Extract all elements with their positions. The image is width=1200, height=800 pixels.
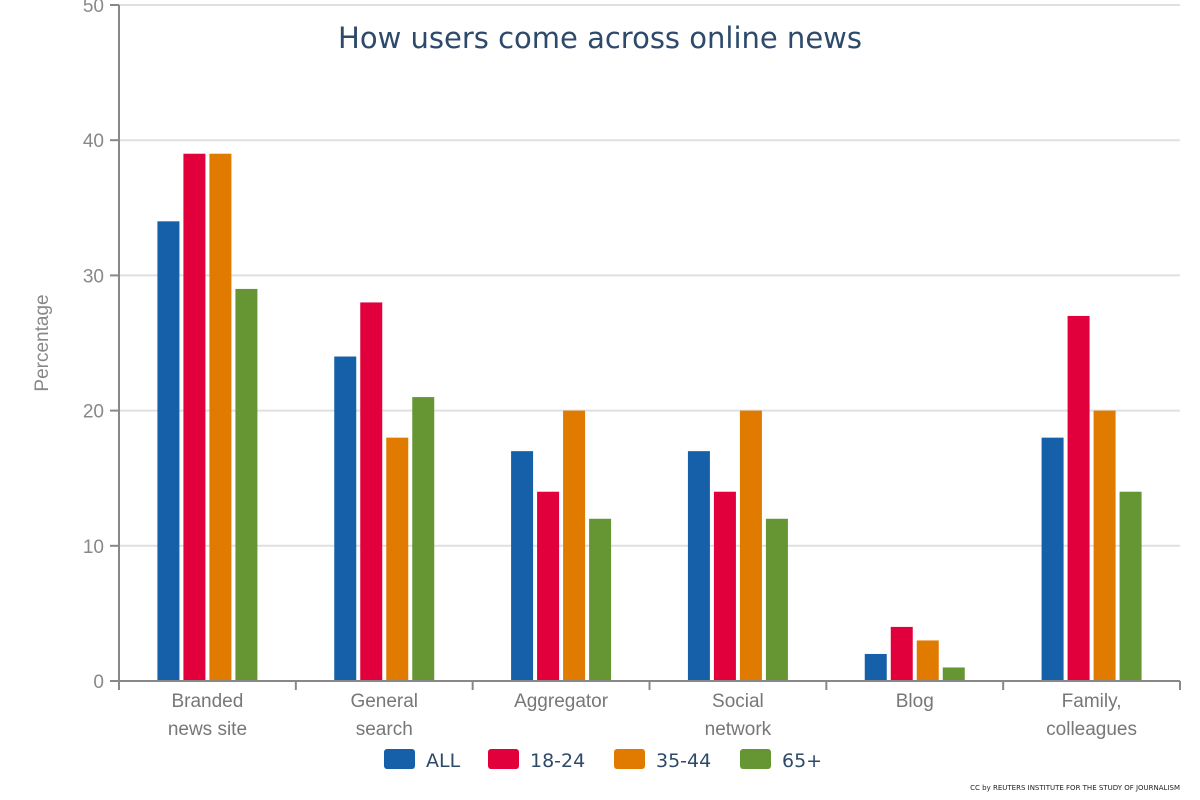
y-tick-label: 30 <box>83 266 104 287</box>
legend-swatch <box>488 749 519 769</box>
bar-18-24-3 <box>713 491 736 681</box>
bar-65+-3 <box>765 518 788 681</box>
x-tick-label: colleagues <box>1046 719 1137 740</box>
bar-18-24-2 <box>537 491 560 681</box>
bar-18-24-4 <box>890 626 913 681</box>
bar-65+-2 <box>589 518 612 681</box>
legend-label: 18-24 <box>530 750 585 772</box>
x-tick-label: news site <box>168 719 247 740</box>
bar-65+-5 <box>1119 491 1142 681</box>
bar-18-24-5 <box>1067 315 1090 681</box>
x-tick-label: Social <box>712 691 764 712</box>
bar-18-24-1 <box>360 302 383 681</box>
x-tick-label: Branded <box>171 691 243 712</box>
bar-35-44-2 <box>563 410 586 681</box>
y-tick-label: 0 <box>93 672 104 693</box>
y-tick-label: 10 <box>83 537 104 558</box>
bar-all-2 <box>511 451 534 681</box>
legend-label: 65+ <box>782 750 822 772</box>
bar-35-44-0 <box>209 153 232 682</box>
bar-35-44-3 <box>739 410 762 681</box>
x-tick-label: network <box>705 719 772 740</box>
bar-18-24-0 <box>183 153 206 682</box>
bar-all-1 <box>334 356 357 681</box>
legend-swatch <box>384 749 415 769</box>
bar-all-5 <box>1041 437 1064 681</box>
bar-65+-0 <box>235 288 258 681</box>
legend-swatch <box>740 749 771 769</box>
x-tick-label: General <box>350 691 418 712</box>
y-tick-label: 40 <box>83 131 104 152</box>
legend: ALL 18-24 35-44 65+ <box>384 749 822 772</box>
axes: 0 10 20 30 40 50 Branded news site General search… <box>83 0 1181 740</box>
bar-35-44-5 <box>1093 410 1116 681</box>
chart-title: How users come across online news <box>338 21 862 55</box>
legend-label: ALL <box>426 750 461 772</box>
legend-swatch <box>614 749 645 769</box>
bar-65+-4 <box>942 667 965 681</box>
bars <box>157 153 1142 682</box>
bar-all-3 <box>687 451 710 681</box>
y-tick-label: 50 <box>83 0 104 17</box>
credit-text: CC by REUTERS INSTITUTE FOR THE STUDY OF… <box>970 784 1180 792</box>
x-tick-label: Blog <box>896 691 934 712</box>
bar-all-4 <box>864 653 887 681</box>
y-tick-label: 20 <box>83 402 104 423</box>
gridlines <box>119 4 1180 547</box>
y-axis-label: Percentage <box>32 294 53 391</box>
bar-35-44-4 <box>916 640 939 681</box>
bar-65+-1 <box>412 397 435 681</box>
bar-all-0 <box>157 221 180 681</box>
bar-35-44-1 <box>386 437 409 681</box>
x-tick-label: search <box>356 719 413 740</box>
x-tick-label: Family, <box>1062 691 1122 712</box>
x-tick-label: Aggregator <box>514 691 609 712</box>
legend-label: 35-44 <box>656 750 711 772</box>
